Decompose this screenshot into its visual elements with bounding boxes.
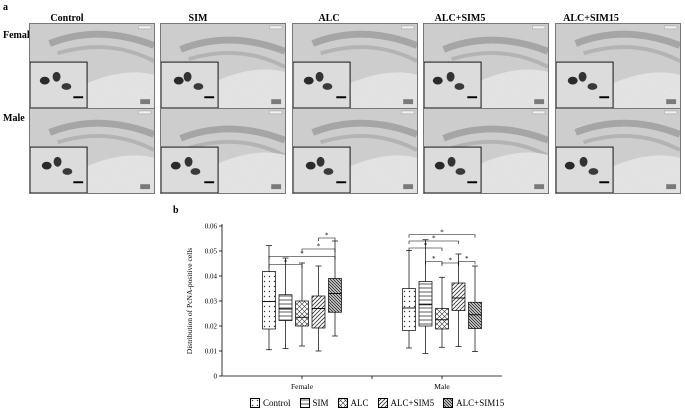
- micrograph-male-alc-sim5: [423, 108, 549, 194]
- legend-item-sim: SIM: [299, 398, 329, 408]
- significance-female-control-vs-alc-label: *: [284, 258, 288, 266]
- y-tick-label: 0: [214, 373, 218, 381]
- box-female-sim: [278, 294, 293, 321]
- x-tick-label-female: Female: [291, 382, 314, 391]
- significance-male-sim-vs-alc-label: *: [432, 255, 436, 263]
- column-header-alc-sim5: ALC+SIM5: [434, 13, 486, 24]
- legend-item-alc: ALC: [337, 398, 369, 408]
- legend-swatch-alc-sim15: [443, 398, 454, 408]
- box-male-sim: [418, 281, 433, 327]
- panel-b-letter: b: [173, 205, 179, 216]
- row-label-male: Male: [3, 113, 25, 124]
- column-header-alc-sim15: ALC+SIM15: [563, 13, 619, 24]
- micrograph-female-alc-sim15: [555, 23, 681, 109]
- box-female-alc-sim15: [328, 278, 342, 313]
- significance-female-alc-vs-alc-sim15-bracket: [301, 248, 336, 252]
- legend-item-control: Control: [250, 398, 291, 408]
- legend-item-alc-sim15: ALC+SIM15: [443, 398, 504, 408]
- significance-male-control-vs-alc-sim5-label: *: [432, 235, 436, 243]
- significance-female-alc-sim5-vs-alc-sim15-label: *: [325, 232, 329, 240]
- box-female-control: [262, 271, 276, 330]
- significance-male-alc-sim5-vs-alc-sim15-bracket: [458, 261, 476, 265]
- legend-swatch-sim: [299, 398, 310, 408]
- significance-male-control-vs-alc-sim15-bracket: [408, 234, 476, 238]
- legend-swatch-alc-sim5: [377, 398, 388, 408]
- column-header-alc: ALC: [318, 13, 340, 24]
- y-tick-label: 0.02: [205, 323, 218, 331]
- significance-female-alc-vs-alc-sim15-label: *: [317, 243, 321, 251]
- legend-label-alc-sim5: ALC+SIM5: [390, 398, 435, 408]
- box-female-alc-sim5: [311, 295, 326, 329]
- micrograph-male-sim: [160, 108, 286, 194]
- y-tick-label: 0.01: [205, 348, 218, 356]
- legend-item-alc-sim5: ALC+SIM5: [377, 398, 435, 408]
- y-tick-label: 0.05: [205, 248, 218, 256]
- micrograph-male-alc-sim15: [555, 108, 681, 194]
- legend-swatch-alc: [337, 398, 348, 408]
- legend-label-sim: SIM: [312, 398, 329, 408]
- box-male-control: [402, 288, 416, 331]
- significance-male-alc-sim5-vs-alc-sim15-label: *: [465, 255, 469, 263]
- box-male-alc: [435, 308, 449, 330]
- y-tick-label: 0.03: [205, 298, 218, 306]
- significance-male-control-vs-alc-sim5-bracket: [408, 240, 459, 244]
- box-male-alc-sim5: [451, 282, 466, 311]
- micrograph-male-alc: [292, 108, 418, 194]
- micrograph-male-control: [29, 108, 155, 194]
- panel-a-letter: a: [3, 2, 8, 13]
- row-label-female: Female: [3, 30, 35, 41]
- micrograph-female-alc: [292, 23, 418, 109]
- significance-female-control-vs-alc-sim15-bracket: [268, 256, 336, 260]
- significance-male-control-vs-alc-bracket: [408, 247, 443, 251]
- box-male-alc-sim15: [468, 301, 482, 329]
- legend-swatch-control: [250, 398, 260, 408]
- y-axis-title: Distribution of PcNA-positive cells: [185, 248, 194, 355]
- micrograph-female-sim: [160, 23, 286, 109]
- boxplot-chart: 0 0.01 0.02 0.03 0.04 0.05 0.06 Distribution of…: [185, 223, 502, 391]
- significance-female-alc-sim5-vs-alc-sim15-bracket: [318, 237, 336, 241]
- micrograph-female-alc-sim5: [423, 23, 549, 109]
- y-tick-label: 0.06: [205, 223, 218, 231]
- significance-male-alc-vs-alc-sim5-label: *: [449, 257, 453, 265]
- legend-label-alc-sim15: ALC+SIM15: [456, 398, 505, 408]
- column-header-sim: SIM: [188, 13, 208, 24]
- legend-label-control: Control: [263, 398, 291, 408]
- column-header-control: Control: [50, 13, 84, 24]
- significance-male-control-vs-alc-sim15-label: *: [440, 228, 444, 236]
- significance-male-control-vs-alc-label: *: [424, 242, 428, 250]
- x-tick-label-male: Male: [434, 382, 450, 391]
- y-tick-label: 0.04: [205, 273, 218, 281]
- significance-female-control-vs-alc-sim15-label: *: [300, 250, 304, 258]
- significance-female-control-vs-alc-bracket: [268, 264, 303, 268]
- chart-legend: Control SIM ALC ALC+SIM5 ALC+SIM15: [250, 398, 504, 408]
- legend-label-alc: ALC: [350, 398, 369, 408]
- micrograph-female-control: [29, 23, 155, 109]
- box-female-alc: [295, 300, 309, 327]
